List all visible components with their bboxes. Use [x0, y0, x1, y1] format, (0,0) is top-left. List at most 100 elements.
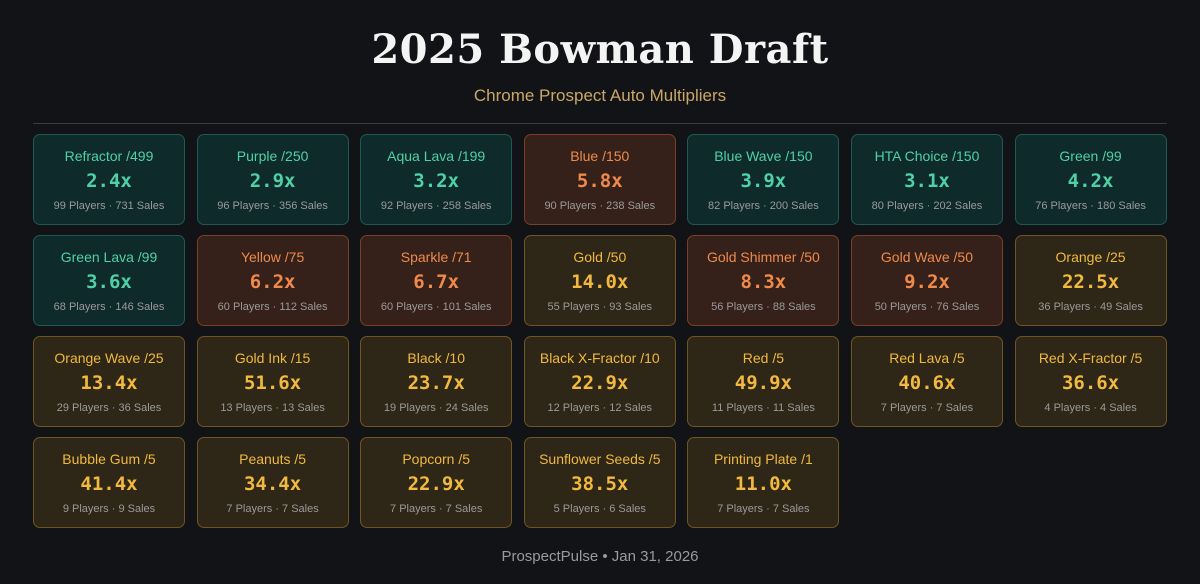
- parallel-card: Red /5 49.9x 11 Players · 11 Sales: [687, 336, 840, 427]
- page-title: 2025 Bowman Draft: [371, 26, 829, 73]
- parallel-name: Popcorn /5: [402, 451, 471, 467]
- parallel-name: Red Lava /5: [889, 350, 965, 366]
- player-sales-stats: 9 Players · 9 Sales: [62, 503, 156, 515]
- player-sales-stats: 29 Players · 36 Sales: [56, 402, 162, 414]
- parallel-name: Red /5: [742, 350, 784, 366]
- player-sales-stats: 7 Players · 7 Sales: [880, 402, 974, 414]
- footer-credit: ProspectPulse • Jan 31, 2026: [501, 548, 699, 565]
- parallel-name: Bubble Gum /5: [62, 451, 156, 467]
- player-sales-stats: 13 Players · 13 Sales: [220, 402, 325, 414]
- multiplier-value: 6.7x: [413, 271, 460, 293]
- parallel-name: HTA Choice /150: [874, 148, 980, 164]
- parallel-name: Black /10: [407, 350, 465, 366]
- multiplier-value: 23.7x: [407, 372, 465, 394]
- parallel-card: Gold /50 14.0x 55 Players · 93 Sales: [523, 235, 676, 326]
- parallel-card: Purple /250 2.9x 96 Players · 356 Sales: [196, 134, 349, 225]
- parallel-card: Gold Shimmer /50 8.3x 56 Players · 88 Sale…: [687, 235, 840, 326]
- multiplier-value: 2.4x: [86, 170, 132, 192]
- parallel-name: Purple /250: [236, 148, 309, 164]
- multiplier-value: 34.4x: [243, 473, 302, 495]
- multiplier-value: 8.3x: [740, 271, 787, 293]
- parallel-card: Sparkle /71 6.7x 60 Players · 101 Sales: [360, 235, 513, 326]
- parallel-name: Sparkle /71: [400, 249, 472, 265]
- parallel-card: Green /99 4.2x 76 Players · 180 Sales: [1014, 134, 1167, 225]
- multiplier-value: 11.0x: [734, 473, 792, 495]
- parallel-card: Sunflower Seeds /5 38.5x 5 Players · 6 Sal…: [523, 437, 676, 528]
- parallel-card: Printing Plate /1 11.0x 7 Players · 7 Sale…: [687, 437, 840, 528]
- multiplier-value: 36.6x: [1061, 372, 1120, 394]
- player-sales-stats: 4 Players · 4 Sales: [1044, 402, 1137, 414]
- parallel-card: Blue Wave /150 3.9x 82 Players · 200 Sales: [687, 134, 840, 225]
- player-sales-stats: 60 Players · 112 Sales: [217, 301, 328, 313]
- multiplier-value: 13.4x: [80, 372, 138, 394]
- player-sales-stats: 92 Players · 258 Sales: [380, 200, 492, 212]
- parallel-card: HTA Choice /150 3.1x 80 Players · 202 Sale…: [850, 134, 1003, 225]
- player-sales-stats: 68 Players · 146 Sales: [53, 301, 165, 313]
- player-sales-stats: 82 Players · 200 Sales: [708, 200, 819, 212]
- multiplier-value: 6.2x: [249, 271, 296, 293]
- player-sales-stats: 90 Players · 238 Sales: [544, 200, 656, 212]
- multiplier-value: 22.9x: [571, 372, 629, 394]
- player-sales-stats: 56 Players · 88 Sales: [711, 301, 816, 313]
- parallel-name: Gold Wave /50: [880, 249, 974, 265]
- parallel-card: Red X-Fractor /5 36.6x 4 Players · 4 Sales: [1014, 336, 1167, 427]
- player-sales-stats: 99 Players · 731 Sales: [53, 200, 165, 212]
- player-sales-stats: 36 Players · 49 Sales: [1038, 301, 1143, 313]
- parallel-name: Gold Ink /15: [234, 350, 311, 366]
- player-sales-stats: 60 Players · 101 Sales: [380, 301, 492, 313]
- player-sales-stats: 96 Players · 356 Sales: [217, 200, 328, 212]
- player-sales-stats: 19 Players · 24 Sales: [383, 402, 489, 414]
- player-sales-stats: 11 Players · 11 Sales: [711, 402, 815, 414]
- parallel-card: Black X-Fractor /10 22.9x 12 Players · 12 …: [523, 336, 676, 427]
- multiplier-value: 3.2x: [413, 170, 460, 192]
- player-sales-stats: 7 Players · 7 Sales: [390, 503, 483, 515]
- parallel-card: Black /10 23.7x 19 Players · 24 Sales: [360, 336, 513, 427]
- parallel-name: Blue Wave /150: [714, 148, 813, 164]
- multiplier-value: 2.9x: [249, 170, 296, 192]
- multiplier-value: 4.2x: [1067, 170, 1114, 192]
- parallel-name: Gold /50: [573, 249, 627, 265]
- multiplier-value: 14.0x: [571, 271, 629, 293]
- multiplier-value: 5.8x: [576, 170, 623, 192]
- multiplier-value: 40.6x: [898, 372, 956, 394]
- parallel-name: Green /99: [1059, 148, 1122, 164]
- multiplier-value: 9.2x: [904, 271, 950, 293]
- multiplier-value: 22.9x: [407, 473, 465, 495]
- parallel-name: Yellow /75: [240, 249, 305, 265]
- player-sales-stats: 55 Players · 93 Sales: [547, 301, 653, 313]
- parallel-card: Blue /150 5.8x 90 Players · 238 Sales: [523, 134, 676, 225]
- multiplier-value: 3.1x: [904, 170, 950, 192]
- multiplier-value: 49.9x: [734, 372, 792, 394]
- parallel-name: Gold Shimmer /50: [706, 249, 820, 265]
- header-divider: [33, 123, 1167, 124]
- parallel-name: Red X-Fractor /5: [1038, 350, 1143, 366]
- multiplier-value: 3.6x: [86, 271, 132, 293]
- parallel-name: Green Lava /99: [60, 249, 158, 265]
- player-sales-stats: 5 Players · 6 Sales: [553, 503, 646, 515]
- parallel-card: Gold Wave /50 9.2x 50 Players · 76 Sales: [850, 235, 1003, 326]
- parallel-card: Refractor /499 2.4x 99 Players · 731 Sales: [33, 134, 185, 225]
- multiplier-grid: Refractor /499 2.4x 99 Players · 731 Sales…: [33, 134, 1167, 528]
- parallel-card: Orange /25 22.5x 36 Players · 49 Sales: [1014, 235, 1167, 326]
- player-sales-stats: 50 Players · 76 Sales: [874, 301, 980, 313]
- parallel-name: Printing Plate /1: [713, 451, 813, 467]
- player-sales-stats: 76 Players · 180 Sales: [1035, 200, 1146, 212]
- player-sales-stats: 80 Players · 202 Sales: [871, 200, 983, 212]
- parallel-name: Refractor /499: [64, 148, 154, 164]
- parallel-name: Sunflower Seeds /5: [539, 451, 661, 467]
- multiplier-value: 3.9x: [740, 170, 787, 192]
- player-sales-stats: 7 Players · 7 Sales: [226, 503, 319, 515]
- player-sales-stats: 12 Players · 12 Sales: [547, 402, 653, 414]
- parallel-card: Aqua Lava /199 3.2x 92 Players · 258 Sales: [360, 134, 513, 225]
- parallel-card: Bubble Gum /5 41.4x 9 Players · 9 Sales: [33, 437, 185, 528]
- multiplier-value: 51.6x: [243, 372, 302, 394]
- parallel-card: Popcorn /5 22.9x 7 Players · 7 Sales: [360, 437, 513, 528]
- parallel-name: Blue /150: [570, 148, 630, 164]
- parallel-name: Orange /25: [1055, 249, 1126, 265]
- parallel-card: Orange Wave /25 13.4x 29 Players · 36 Sale…: [33, 336, 185, 427]
- parallel-name: Black X-Fractor /10: [539, 350, 660, 366]
- parallel-name: Aqua Lava /199: [387, 148, 486, 164]
- parallel-name: Orange Wave /25: [54, 350, 164, 366]
- parallel-card: Peanuts /5 34.4x 7 Players · 7 Sales: [196, 437, 349, 528]
- parallel-card: Green Lava /99 3.6x 68 Players · 146 Sales: [33, 235, 185, 326]
